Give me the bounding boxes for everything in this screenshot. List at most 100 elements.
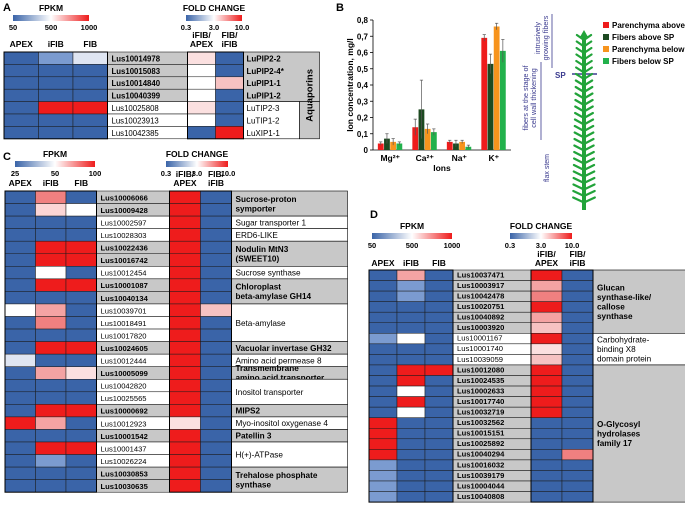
heatmap-cell (561, 491, 594, 503)
heatmap-cell (424, 311, 454, 324)
flax-leaf (582, 33, 593, 42)
bar (384, 138, 390, 150)
heatmap-cell (35, 441, 67, 455)
column-header-ifib: iFIB (403, 258, 419, 268)
heatmap-cell (169, 429, 201, 443)
gene-group-label: Sucrose synthase (236, 269, 302, 278)
bar (487, 63, 494, 150)
heatmap-cell (4, 228, 36, 242)
heatmap-cell (530, 438, 563, 450)
heatmap-cell (530, 396, 563, 408)
gene-id: Lus10015151 (457, 429, 505, 438)
heatmap-cell (169, 228, 201, 242)
heatmap-cell (4, 266, 36, 280)
flax-leaf (572, 196, 586, 204)
heatmap-cell (396, 333, 426, 345)
column-header-fib: FIB (432, 258, 446, 268)
x-tick-label: Ca²⁺ (416, 153, 435, 163)
y-tick-label: 0,2 (357, 114, 369, 123)
heatmap-cell (200, 404, 232, 418)
heatmap-cell (65, 429, 97, 443)
heatmap-cell (200, 203, 232, 217)
fibers-stage-label: fibers at the stage of (521, 65, 530, 130)
column-header-ifib: iFIB (43, 178, 59, 188)
flax-leaf (575, 40, 586, 48)
gene-id: Lus10009428 (101, 206, 148, 215)
gene-group-label: synthase (597, 312, 633, 321)
column-header-fib-ifib: FIB/ (569, 249, 586, 259)
heatmap-cell (169, 190, 201, 204)
bar (412, 127, 419, 150)
gene-id: Lus10003920 (457, 323, 504, 332)
column-header-ifib-apex: iFIB/ (537, 249, 556, 259)
heatmap-cell (530, 354, 563, 366)
y-tick-label: 0 (364, 146, 369, 155)
gene-id: Lus10028303 (101, 231, 147, 240)
heatmap-cell (38, 64, 74, 78)
heatmap-cell (169, 215, 201, 229)
gene-id: Lus10037471 (457, 270, 505, 279)
gene-name: LuPIP1-2 (247, 92, 282, 101)
gene-id: Lus10030853 (101, 469, 148, 478)
gene-id: Lus10014978 (112, 54, 161, 63)
gene-group-cell (592, 269, 685, 334)
legend-label: Parenchyma below SP (612, 45, 685, 54)
heatmap-cell (169, 441, 201, 455)
heatmap-cell (35, 466, 67, 480)
heatmap-cell (561, 480, 594, 492)
gene-id: Lus10014840 (112, 79, 161, 88)
intrusive-fibers-label: growing fibers (541, 15, 550, 60)
heatmap-cell (65, 404, 97, 418)
y-tick-label: 0,8 (357, 16, 369, 25)
flax-leaf (582, 40, 593, 48)
flax-leaf (574, 98, 586, 107)
column-header-fib-ifib: iFIB (569, 258, 585, 268)
heatmap-cell (215, 126, 244, 140)
heatmap-cell (424, 301, 454, 313)
heatmap-cell (4, 416, 36, 430)
heatmap-cell (65, 416, 97, 430)
flax-stem-label: flax stem (544, 154, 551, 182)
flax-leaf (582, 196, 596, 204)
bar (493, 26, 500, 150)
fpkm-legend-tick: 50 (9, 23, 17, 32)
gene-group-label: binding X8 (597, 345, 636, 354)
heatmap-cell (200, 353, 232, 367)
gene-id: Lus10001167 (457, 334, 502, 343)
flax-leaf (582, 183, 596, 191)
fpkm-legend-tick: 25 (11, 169, 19, 178)
heatmap-cell (561, 406, 594, 418)
bar (424, 128, 431, 150)
heatmap-cell (169, 316, 201, 330)
gene-group-label: Myo-inositol oxygenase 4 (236, 419, 329, 428)
heatmap-cell (530, 459, 563, 471)
heatmap-cell (424, 428, 454, 440)
y-tick-label: 0,7 (357, 32, 369, 41)
gene-id: Lus10004044 (457, 481, 505, 490)
heatmap-cell (200, 240, 232, 254)
fold-change-legend-title: FOLD CHANGE (510, 221, 573, 231)
heatmap-cell (200, 215, 232, 229)
fold-change-legend-tick: 0.3 (161, 169, 171, 178)
heatmap-cell (368, 311, 398, 324)
heatmap-cell (424, 280, 454, 292)
heatmap-cell (368, 385, 398, 397)
heatmap-cell (396, 301, 426, 313)
bar (499, 50, 506, 150)
heatmap-cell (215, 51, 244, 65)
heatmap-cell (396, 322, 426, 334)
heatmap-cell (530, 280, 563, 292)
fpkm-legend-title: FPKM (39, 3, 63, 13)
heatmap-cell (530, 343, 563, 355)
heatmap-cell (169, 240, 201, 254)
heatmap-cell (4, 454, 36, 468)
column-header-ifib-apex: iFIB/ (192, 30, 211, 40)
heatmap-cell (65, 328, 97, 342)
heatmap-cell (35, 416, 67, 430)
heatmap-cell (561, 438, 594, 450)
y-tick-label: 0,1 (357, 130, 369, 139)
heatmap-cell (35, 253, 67, 267)
gene-id: Lus10026224 (101, 457, 147, 466)
heatmap-cell (169, 379, 201, 393)
heatmap-cell (3, 113, 39, 127)
